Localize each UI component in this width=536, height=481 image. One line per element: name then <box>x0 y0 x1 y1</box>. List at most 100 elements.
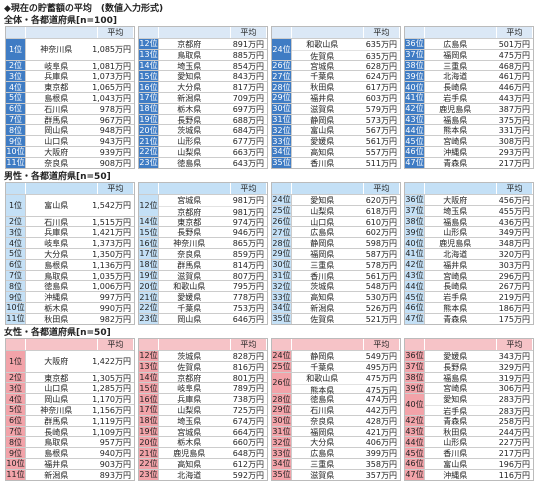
average-savings: 296万円 <box>498 271 530 281</box>
average-savings: 308万円 <box>498 137 530 147</box>
prefecture: 香川県 <box>310 271 335 281</box>
rank-rows: 熊本県 331万円 <box>425 125 533 135</box>
rank-rows: 愛媛県 778万円 <box>159 292 267 302</box>
rank-table: 平均 24位 静岡県 549万円 25位 千葉県 495万円 26位 和歌山県 475万円 熊本県 4… <box>271 338 401 481</box>
rank: 34位 <box>272 146 292 157</box>
header-label: 平均 <box>98 27 134 38</box>
rank: 8位 <box>6 281 26 292</box>
header-label: 平均 <box>497 27 533 38</box>
rank: 28位 <box>272 394 292 404</box>
rank: 12位 <box>139 351 159 361</box>
header-blank <box>26 27 98 38</box>
prefecture: 埼玉県 <box>177 61 202 71</box>
rank-rows: 高知県 557万円 <box>292 147 400 157</box>
rank: 10位 <box>6 146 26 157</box>
average-savings: 603万円 <box>365 93 397 103</box>
rank-rows: 山梨県 663万円 <box>159 147 267 157</box>
prefecture: 広島県 <box>443 40 468 49</box>
rank-rows: 福岡県 475万円 <box>425 50 533 60</box>
rank: 26位 <box>272 60 292 71</box>
prefecture: 滋賀県 <box>310 104 335 114</box>
rank-row: 愛知県 283万円 <box>425 394 533 405</box>
rank: 22位 <box>139 302 159 313</box>
rank-group: 12位 京都府 891万円 <box>139 38 267 49</box>
rank-group: 41位 岩手県 443万円 <box>405 91 533 103</box>
rank: 11位 <box>6 469 26 480</box>
rank-rows: 神奈川県 1,156万円 <box>26 405 134 415</box>
rank-rows: 香川県 217万円 <box>425 448 533 458</box>
rank: 4位 <box>6 82 26 92</box>
rank: 22位 <box>139 458 159 469</box>
prefecture: 鹿児島県 <box>439 104 472 114</box>
prefecture: 大阪府 <box>443 196 468 205</box>
rank-row: 東京都 1,305万円 <box>26 373 134 384</box>
rank: 40位 <box>405 238 425 248</box>
header-blank <box>159 339 231 350</box>
rank-row: 宮崎県 308万円 <box>425 136 533 147</box>
rank-rows: 長崎県 267万円 <box>425 281 533 291</box>
rank: 20位 <box>139 437 159 448</box>
rank-group: 26位 和歌山県 475万円 熊本県 475万円 <box>272 371 400 395</box>
prefecture: 宮崎県 <box>443 271 468 281</box>
rank-row: 鹿児島県 648万円 <box>159 448 267 459</box>
rank-rows: 高知県 530万円 <box>292 292 400 302</box>
average-savings: 943万円 <box>99 137 131 147</box>
rank-group: 32位 富山県 567万円 <box>272 124 400 135</box>
rank-row: 高知県 530万円 <box>292 292 400 303</box>
rank-row: 埼玉県 854万円 <box>159 61 267 72</box>
rank-group: 42位 福井県 303万円 <box>405 258 533 270</box>
rank: 47位 <box>405 313 425 324</box>
prefecture: 群馬県 <box>44 115 69 125</box>
header-blank <box>272 183 292 194</box>
rank-rows: 鳥取県 1,035万円 <box>26 271 134 281</box>
rank-group: 8位 徳島県 1,006万円 <box>6 280 134 291</box>
rank-group: 7位 鳥取県 1,035万円 <box>6 269 134 281</box>
rank-row: 長野県 688万円 <box>159 115 267 126</box>
rank: 30位 <box>272 415 292 426</box>
rank-row: 岩手県 219万円 <box>425 292 533 303</box>
average-savings: 461万円 <box>498 72 530 82</box>
rank-group: 38位 福島県 319万円 <box>405 371 533 383</box>
rank: 16位 <box>139 238 159 248</box>
rank: 27位 <box>272 71 292 82</box>
rank-group: 26位 山口県 610万円 <box>272 215 400 227</box>
rank: 46位 <box>405 458 425 469</box>
prefecture: 富山県 <box>44 200 69 210</box>
rank-group: 5位 島根県 1,043万円 <box>6 91 134 103</box>
rank: 12位 <box>139 39 159 49</box>
average-savings: 578万円 <box>365 260 397 270</box>
average-savings: 331万円 <box>498 126 530 136</box>
prefecture: 兵庫県 <box>177 395 202 405</box>
average-savings: 967万円 <box>99 115 131 125</box>
rank-row: 福井県 603万円 <box>292 93 400 104</box>
prefecture: 兵庫県 <box>44 72 69 82</box>
prefecture: 熊本県 <box>443 126 468 136</box>
average-savings: 319万円 <box>498 373 530 383</box>
rank-rows: 岐阜県 1,373万円 <box>26 238 134 248</box>
rank: 14位 <box>139 60 159 71</box>
rank: 19位 <box>139 426 159 437</box>
rank-group: 19位 滋賀県 807万円 <box>139 269 267 281</box>
header-row: 平均 <box>139 27 267 38</box>
prefecture: 岡山県 <box>44 126 69 136</box>
rank-rows: 栃木県 990万円 <box>26 303 134 313</box>
rank-row: 沖縄県 293万円 <box>425 147 533 158</box>
rank-rows: 大阪府 1,422万円 <box>26 351 134 372</box>
rank-rows: 山口県 943万円 <box>26 136 134 146</box>
prefecture: 福島県 <box>443 115 468 125</box>
rank-row: 山梨県 663万円 <box>159 147 267 158</box>
rank-group: 13位 佐賀県 816万円 <box>139 360 267 372</box>
average-savings: 646万円 <box>232 314 264 324</box>
rank: 42位 <box>405 259 425 270</box>
header-row: 平均 <box>405 339 533 350</box>
average-savings: 1,542万円 <box>92 200 131 210</box>
prefecture: 鹿児島県 <box>439 239 472 249</box>
average-savings: 343万円 <box>498 352 530 361</box>
rank-group: 19位 長野県 688万円 <box>139 113 267 126</box>
rank: 33位 <box>272 448 292 458</box>
rank-row: 沖縄県 997万円 <box>26 292 134 303</box>
rank-row: 滋賀県 579万円 <box>292 104 400 115</box>
rank-rows: 徳島県 1,006万円 <box>26 281 134 291</box>
rank-row: 埼玉県 455万円 <box>425 206 533 217</box>
rank-group: 18位 埼玉県 674万円 <box>139 414 267 426</box>
